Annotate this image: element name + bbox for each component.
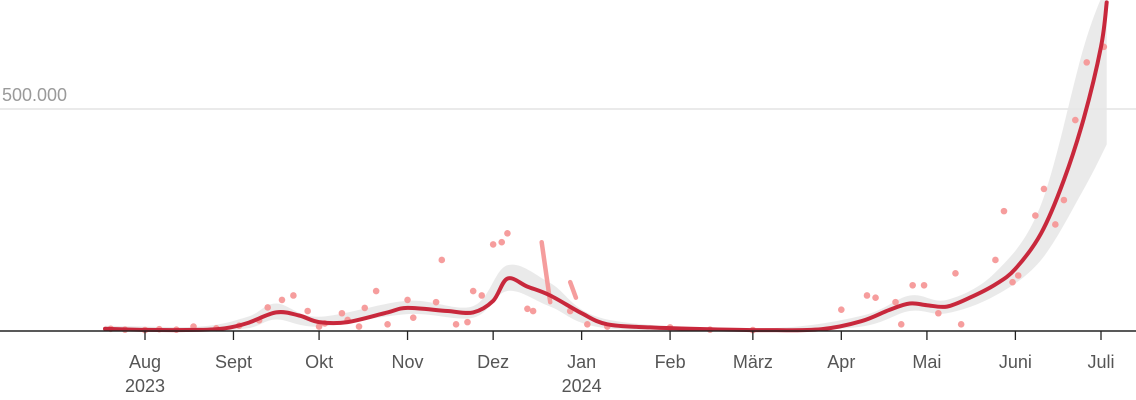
x-tick-year-label: 2023 xyxy=(125,376,165,396)
x-axis: Aug 2023 Sept Okt Nov Dez Jan 2024 Feb März Apr Mai… xyxy=(0,330,1136,396)
data-point xyxy=(897,321,905,328)
data-point xyxy=(863,292,871,299)
x-tick-label: Mai xyxy=(912,352,941,372)
x-tick-label: Juni xyxy=(999,352,1032,372)
x-tick-label: Sept xyxy=(215,352,252,372)
x-tick-label: Aug xyxy=(129,352,161,372)
x-tick-label: Nov xyxy=(392,352,424,372)
streak-0 xyxy=(539,239,553,305)
x-tick-label: März xyxy=(733,352,773,372)
x-tick-label: Juli xyxy=(1087,352,1114,372)
x-tick-label: Apr xyxy=(827,352,855,372)
data-point xyxy=(1040,185,1048,193)
data-point xyxy=(872,294,879,302)
data-point xyxy=(338,309,346,317)
streak-1 xyxy=(567,279,579,300)
data-point xyxy=(469,287,477,295)
data-point xyxy=(1014,272,1022,279)
data-point xyxy=(1009,278,1016,286)
data-point xyxy=(372,287,380,295)
data-point xyxy=(384,321,391,328)
data-point xyxy=(404,296,411,304)
data-point xyxy=(452,321,460,328)
trend-line xyxy=(103,0,1109,333)
data-point xyxy=(909,281,916,289)
data-point xyxy=(355,323,363,330)
data-point xyxy=(1083,59,1091,66)
x-tick-year-label: 2024 xyxy=(562,376,602,396)
y-tick-label: 500.000 xyxy=(2,85,67,105)
data-point xyxy=(1032,212,1039,219)
confidence-band xyxy=(105,0,1107,332)
point-streaks xyxy=(539,239,579,305)
data-point xyxy=(1052,221,1059,228)
data-point xyxy=(920,281,928,289)
data-point xyxy=(1000,207,1008,215)
data-point xyxy=(957,321,965,328)
data-point xyxy=(838,306,845,313)
data-point xyxy=(315,323,323,330)
data-point xyxy=(529,307,537,315)
data-point xyxy=(489,241,497,248)
data-point xyxy=(952,269,959,277)
data-point xyxy=(409,314,417,321)
data-point xyxy=(464,318,471,326)
y-axis-labels: 500.000 xyxy=(2,85,67,105)
data-point xyxy=(478,292,486,299)
data-point xyxy=(584,321,591,328)
data-point xyxy=(264,304,272,311)
x-tick-label: Jan xyxy=(567,352,596,372)
confidence-band-area xyxy=(105,0,1107,332)
x-tick-label: Feb xyxy=(655,352,686,372)
data-point xyxy=(892,298,899,306)
data-point xyxy=(1072,116,1079,124)
data-point xyxy=(1060,196,1068,204)
data-point xyxy=(498,238,506,246)
data-point xyxy=(278,296,286,304)
data-point xyxy=(992,256,999,264)
data-points xyxy=(107,43,1108,334)
data-point xyxy=(935,309,942,317)
data-point xyxy=(361,304,369,312)
data-point xyxy=(524,305,531,313)
x-tick-label: Okt xyxy=(305,352,333,372)
data-point xyxy=(438,256,446,264)
data-point xyxy=(290,292,297,299)
data-point xyxy=(504,230,511,237)
x-tick-label: Dez xyxy=(477,352,509,372)
data-point xyxy=(304,307,311,315)
data-point xyxy=(432,298,440,306)
trend-line-path xyxy=(103,0,1109,333)
